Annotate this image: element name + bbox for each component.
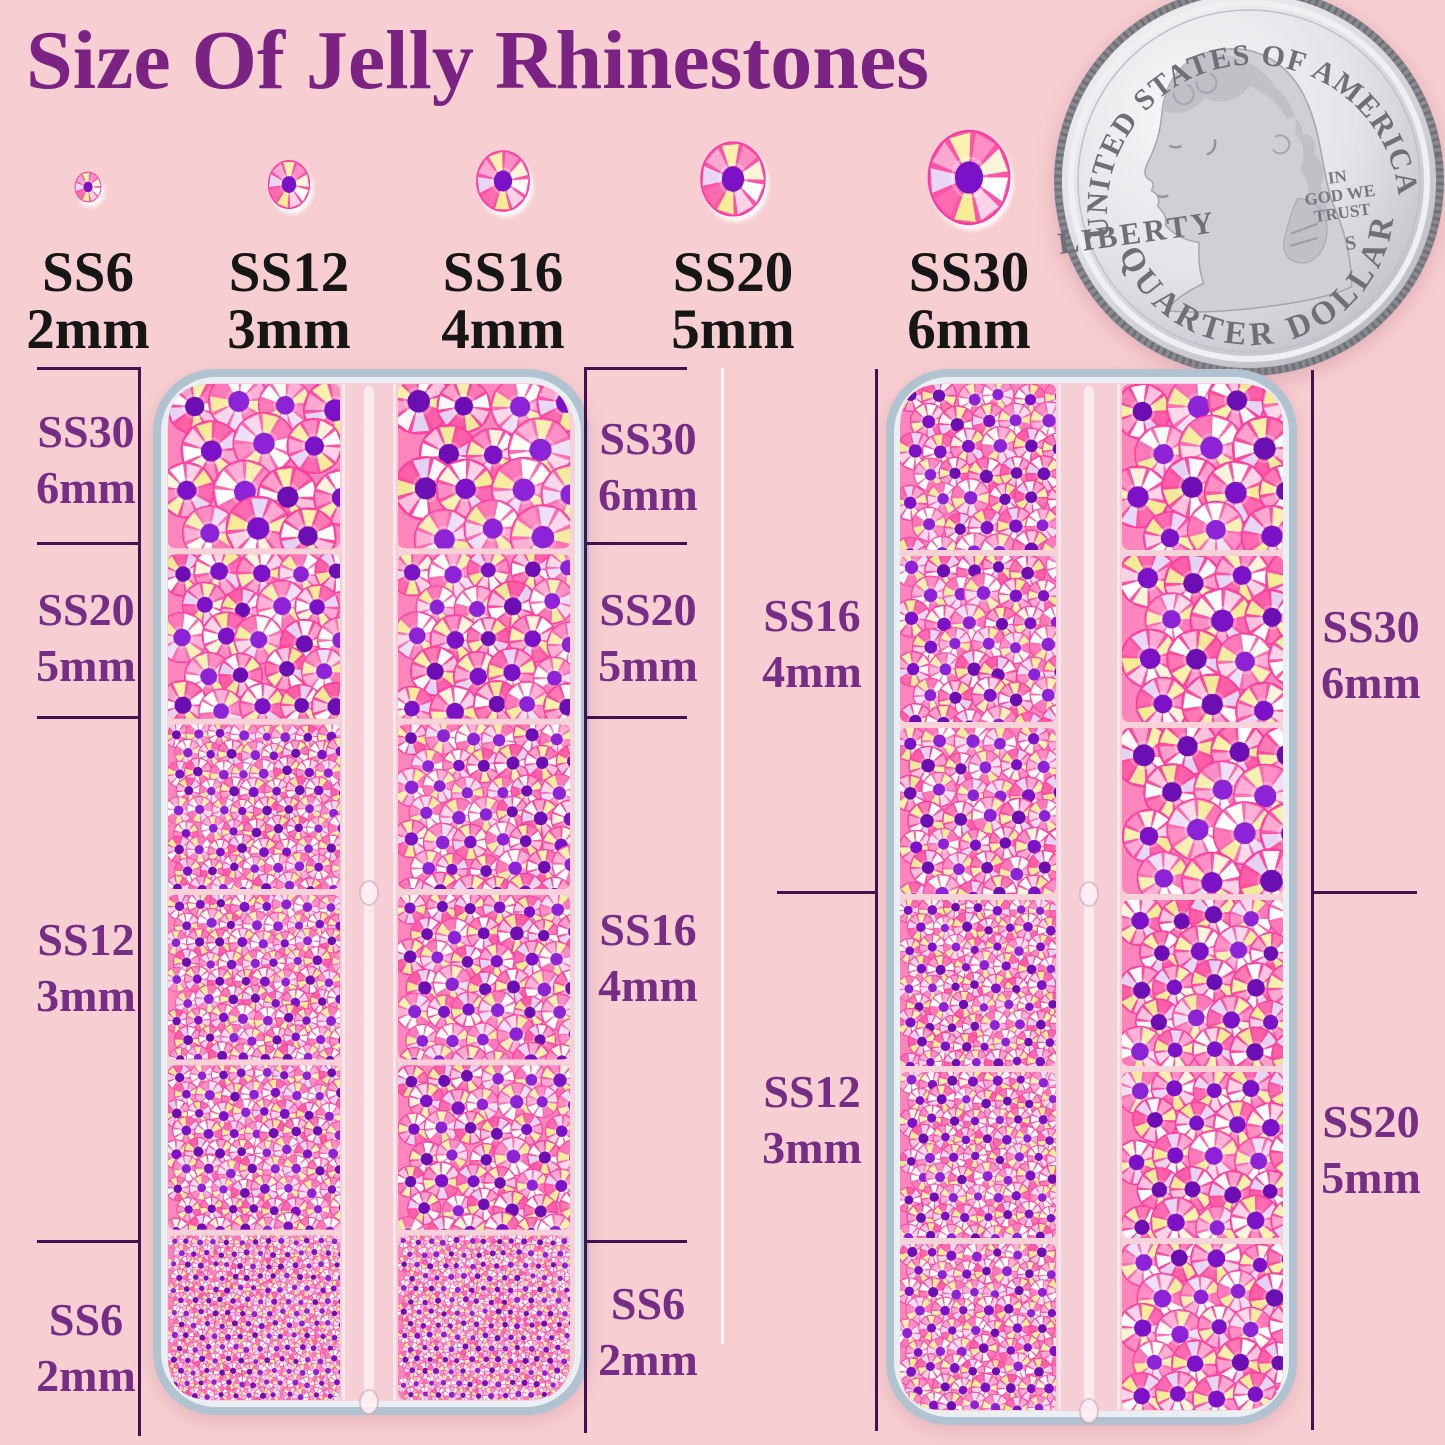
label-mm: 4mm xyxy=(598,960,698,1011)
compartment-label-ss6: SS6 2mm xyxy=(568,1276,728,1388)
scale-tick xyxy=(37,367,140,370)
label-mm: 6mm xyxy=(36,462,136,513)
scale-tick xyxy=(1314,891,1417,894)
compartment-label-ss12: SS12 3mm xyxy=(6,912,166,1024)
rhinestone-ss6-icon xyxy=(74,171,102,203)
left-box-right-scale-line xyxy=(584,367,587,1433)
label-mm: 5mm xyxy=(598,640,698,691)
label-size: SS20 xyxy=(1322,1096,1420,1147)
right-box-right-scale-line xyxy=(1311,370,1314,1430)
rhinestone-ss20-icon xyxy=(699,140,767,218)
coin-motto-line: IN xyxy=(1327,166,1349,188)
scale-label-ss6: SS6 2mm xyxy=(0,244,178,358)
label-size: SS6 xyxy=(610,1278,686,1329)
scale-mm-text: 3mm xyxy=(227,298,351,361)
page-title: Size Of Jelly Rhinestones xyxy=(26,14,929,107)
label-size: SS20 xyxy=(599,584,697,635)
scale-size-text: SS30 xyxy=(908,241,1030,304)
coin-mint-mark: S xyxy=(1344,232,1358,255)
scale-tick xyxy=(587,1240,687,1243)
scale-tick xyxy=(777,891,878,894)
label-mm: 3mm xyxy=(762,1122,862,1173)
compartment-label-ss20: SS20 5mm xyxy=(6,582,166,694)
label-size: SS12 xyxy=(37,914,135,965)
scale-tick xyxy=(587,367,687,370)
scale-mm-text: 4mm xyxy=(441,298,565,361)
scale-label-ss20: SS20 5mm xyxy=(643,244,823,358)
compartment-label-ss20: SS20 5mm xyxy=(1298,1094,1444,1206)
rhinestone-ss30-icon xyxy=(926,127,1012,227)
scale-tick xyxy=(37,716,140,719)
scale-tick xyxy=(37,542,140,545)
label-mm: 2mm xyxy=(598,1334,698,1385)
label-mm: 5mm xyxy=(36,640,136,691)
scale-size-text: SS12 xyxy=(228,241,350,304)
compartment-label-ss20: SS20 5mm xyxy=(568,582,728,694)
label-mm: 6mm xyxy=(1321,657,1421,708)
label-size: SS16 xyxy=(599,904,697,955)
label-size: SS16 xyxy=(763,590,861,641)
scale-size-text: SS16 xyxy=(442,241,564,304)
label-size: SS20 xyxy=(37,584,135,635)
scale-label-ss12: SS12 3mm xyxy=(199,244,379,358)
scale-size-text: SS20 xyxy=(672,241,794,304)
right-organizer-box xyxy=(886,369,1297,1425)
scale-mm-text: 6mm xyxy=(907,298,1031,361)
compartment-label-ss30: SS30 6mm xyxy=(568,411,728,523)
rhinestone-ss12-icon xyxy=(267,158,311,210)
label-size: SS30 xyxy=(37,406,135,457)
compartment-label-ss12: SS12 3mm xyxy=(732,1064,892,1176)
label-mm: 6mm xyxy=(598,469,698,520)
label-mm: 3mm xyxy=(36,970,136,1021)
label-size: SS30 xyxy=(599,413,697,464)
compartment-label-ss6: SS6 2mm xyxy=(6,1292,166,1404)
left-box-left-scale-line xyxy=(138,367,141,1436)
compartment-label-ss30: SS30 6mm xyxy=(6,404,166,516)
scale-tick xyxy=(587,716,687,719)
washington-bust xyxy=(1144,48,1353,313)
scale-mm-text: 5mm xyxy=(671,298,795,361)
scale-mm-text: 2mm xyxy=(26,298,150,361)
label-size: SS12 xyxy=(763,1066,861,1117)
label-size: SS6 xyxy=(48,1294,124,1345)
scale-label-ss30: SS30 6mm xyxy=(879,244,1059,358)
quarter-coin-image: UNITED STATES OF AMERICA QUARTER DOLLAR … xyxy=(1054,0,1444,376)
scale-label-ss16: SS16 4mm xyxy=(413,244,593,358)
compartment-label-ss30: SS30 6mm xyxy=(1298,599,1444,711)
rhinestone-ss16-icon xyxy=(475,149,531,213)
right-box-left-scale-line xyxy=(875,369,878,1431)
left-organizer-box xyxy=(153,369,589,1415)
label-mm: 4mm xyxy=(762,646,862,697)
label-mm: 2mm xyxy=(36,1350,136,1401)
scale-tick xyxy=(587,542,687,545)
scale-size-text: SS6 xyxy=(42,241,134,304)
label-mm: 5mm xyxy=(1321,1152,1421,1203)
scale-tick xyxy=(37,1240,140,1243)
column-divider-line xyxy=(721,368,724,1344)
label-size: SS30 xyxy=(1322,601,1420,652)
compartment-label-ss16: SS16 4mm xyxy=(568,902,728,1014)
compartment-label-ss16: SS16 4mm xyxy=(732,588,892,700)
